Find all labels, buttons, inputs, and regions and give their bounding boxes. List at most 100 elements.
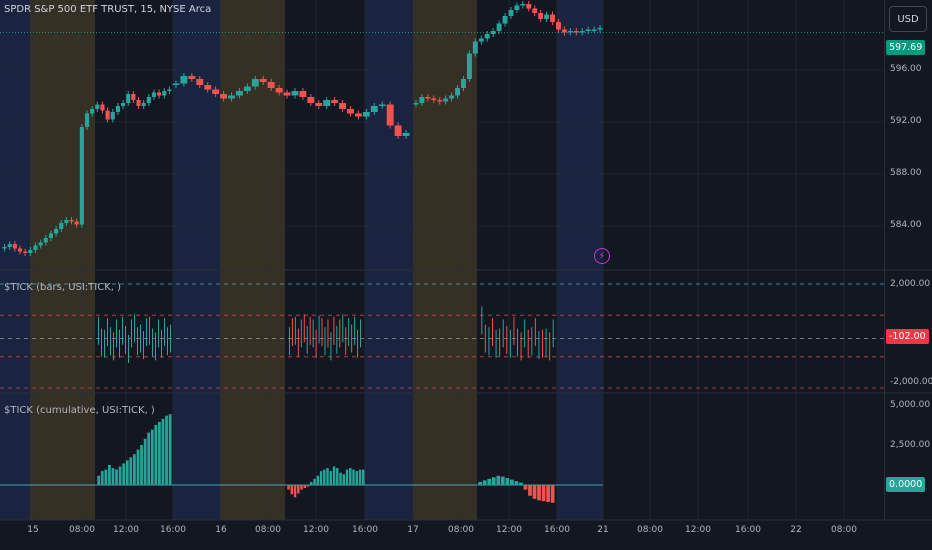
price-candle [180,76,188,84]
price-candle [378,104,386,106]
price-candle [591,29,597,31]
price-candle [394,125,402,136]
price-candle [419,97,425,103]
price-candle [472,41,478,54]
cumulative-bar [345,469,349,485]
cumulative-bar [133,454,136,485]
currency-button[interactable]: USD [889,6,927,32]
time-label: 08:00 [69,525,95,535]
tick-bars-last-badge: -102.00 [886,329,929,344]
cumulative-bar [316,475,319,485]
price-candle [105,110,110,120]
price-axis[interactable] [884,0,932,520]
cumulative-bar [505,478,510,485]
price-candle [538,13,544,19]
lightning-icon[interactable]: ⚡ [594,248,610,264]
price-candle [466,53,472,79]
price-candle [38,242,43,246]
price-candle [79,127,84,225]
price-candle [54,229,59,234]
price-candle [74,221,79,225]
price-candle [188,76,196,79]
cumulative-bar [111,468,115,485]
cumulative-bar [496,475,501,485]
price-candle [307,97,315,103]
tick-cum-axis-tick: 5,000.00 [890,400,931,410]
price-candle [449,95,455,99]
cumulative-bar [478,481,483,485]
cumulative-bar [355,471,358,485]
price-candle [110,112,115,120]
cumulative-bar [491,477,496,485]
tick-bars-axis-tick: -2,000.00 [890,377,932,387]
price-candle [567,31,573,33]
price-candle [48,233,54,238]
cumulative-bar [290,485,293,495]
price-candle [146,97,151,103]
price-candle [402,133,410,136]
price-candle [90,109,95,114]
price-tick: 592.00 [890,116,922,126]
cumulative-bar [326,468,329,485]
price-candle [212,89,220,94]
time-label: 16:00 [160,525,186,535]
price-candle [573,31,579,33]
price-candle [291,91,299,96]
price-candle [370,106,378,112]
cumulative-bar [287,485,290,490]
price-candle [514,5,520,10]
session-band [413,0,477,520]
cumulative-bar [125,460,129,485]
price-candle [362,112,370,117]
price-candle [339,103,347,109]
price-candle [100,104,105,111]
cumulative-bar [546,485,550,502]
time-label: 16:00 [735,525,761,535]
cumulative-bar [140,444,143,485]
cumulative-bar [108,464,111,485]
price-candle [413,103,419,105]
price-candle [283,92,291,96]
price-candle [196,79,204,85]
price-candle [437,100,443,102]
price-tick: 596.00 [890,64,922,74]
price-candle [550,14,555,22]
tick-bars-axis-tick: 2,000.00 [890,279,931,289]
cumulative-bar [332,466,336,485]
price-candle [95,104,100,109]
price-candle [431,98,437,100]
price-candle [167,89,172,91]
time-label: 21 [597,525,609,535]
price-candle [228,95,235,99]
cumulative-bar [358,469,362,485]
price-candle [28,250,33,253]
cumulative-bar [115,469,118,485]
price-candle [243,86,251,91]
cumulative-bar [342,474,345,485]
price-candle [556,22,561,30]
cumulative-bar [300,485,303,490]
price-candle [299,91,307,97]
price-candle [544,14,550,19]
cumulative-bar [319,471,323,485]
cumulative-bar [482,480,487,485]
cumulative-bar [129,457,133,485]
price-candle [496,23,502,31]
cumulative-bar [323,469,326,485]
session-band [365,0,413,520]
cumulative-bar [154,424,158,485]
price-candle [64,220,69,223]
price-candle [315,103,323,106]
time-label: 16 [215,525,227,535]
price-candle [478,38,484,42]
cumulative-bar [297,485,300,494]
cumulative-bar [100,471,104,485]
price-candle [120,103,126,106]
price-candle [23,251,28,253]
price-candle [131,94,136,100]
cumulative-bar [165,415,168,485]
price-candle [126,94,131,103]
price-candle [484,34,490,39]
time-label: 12:00 [113,525,139,535]
